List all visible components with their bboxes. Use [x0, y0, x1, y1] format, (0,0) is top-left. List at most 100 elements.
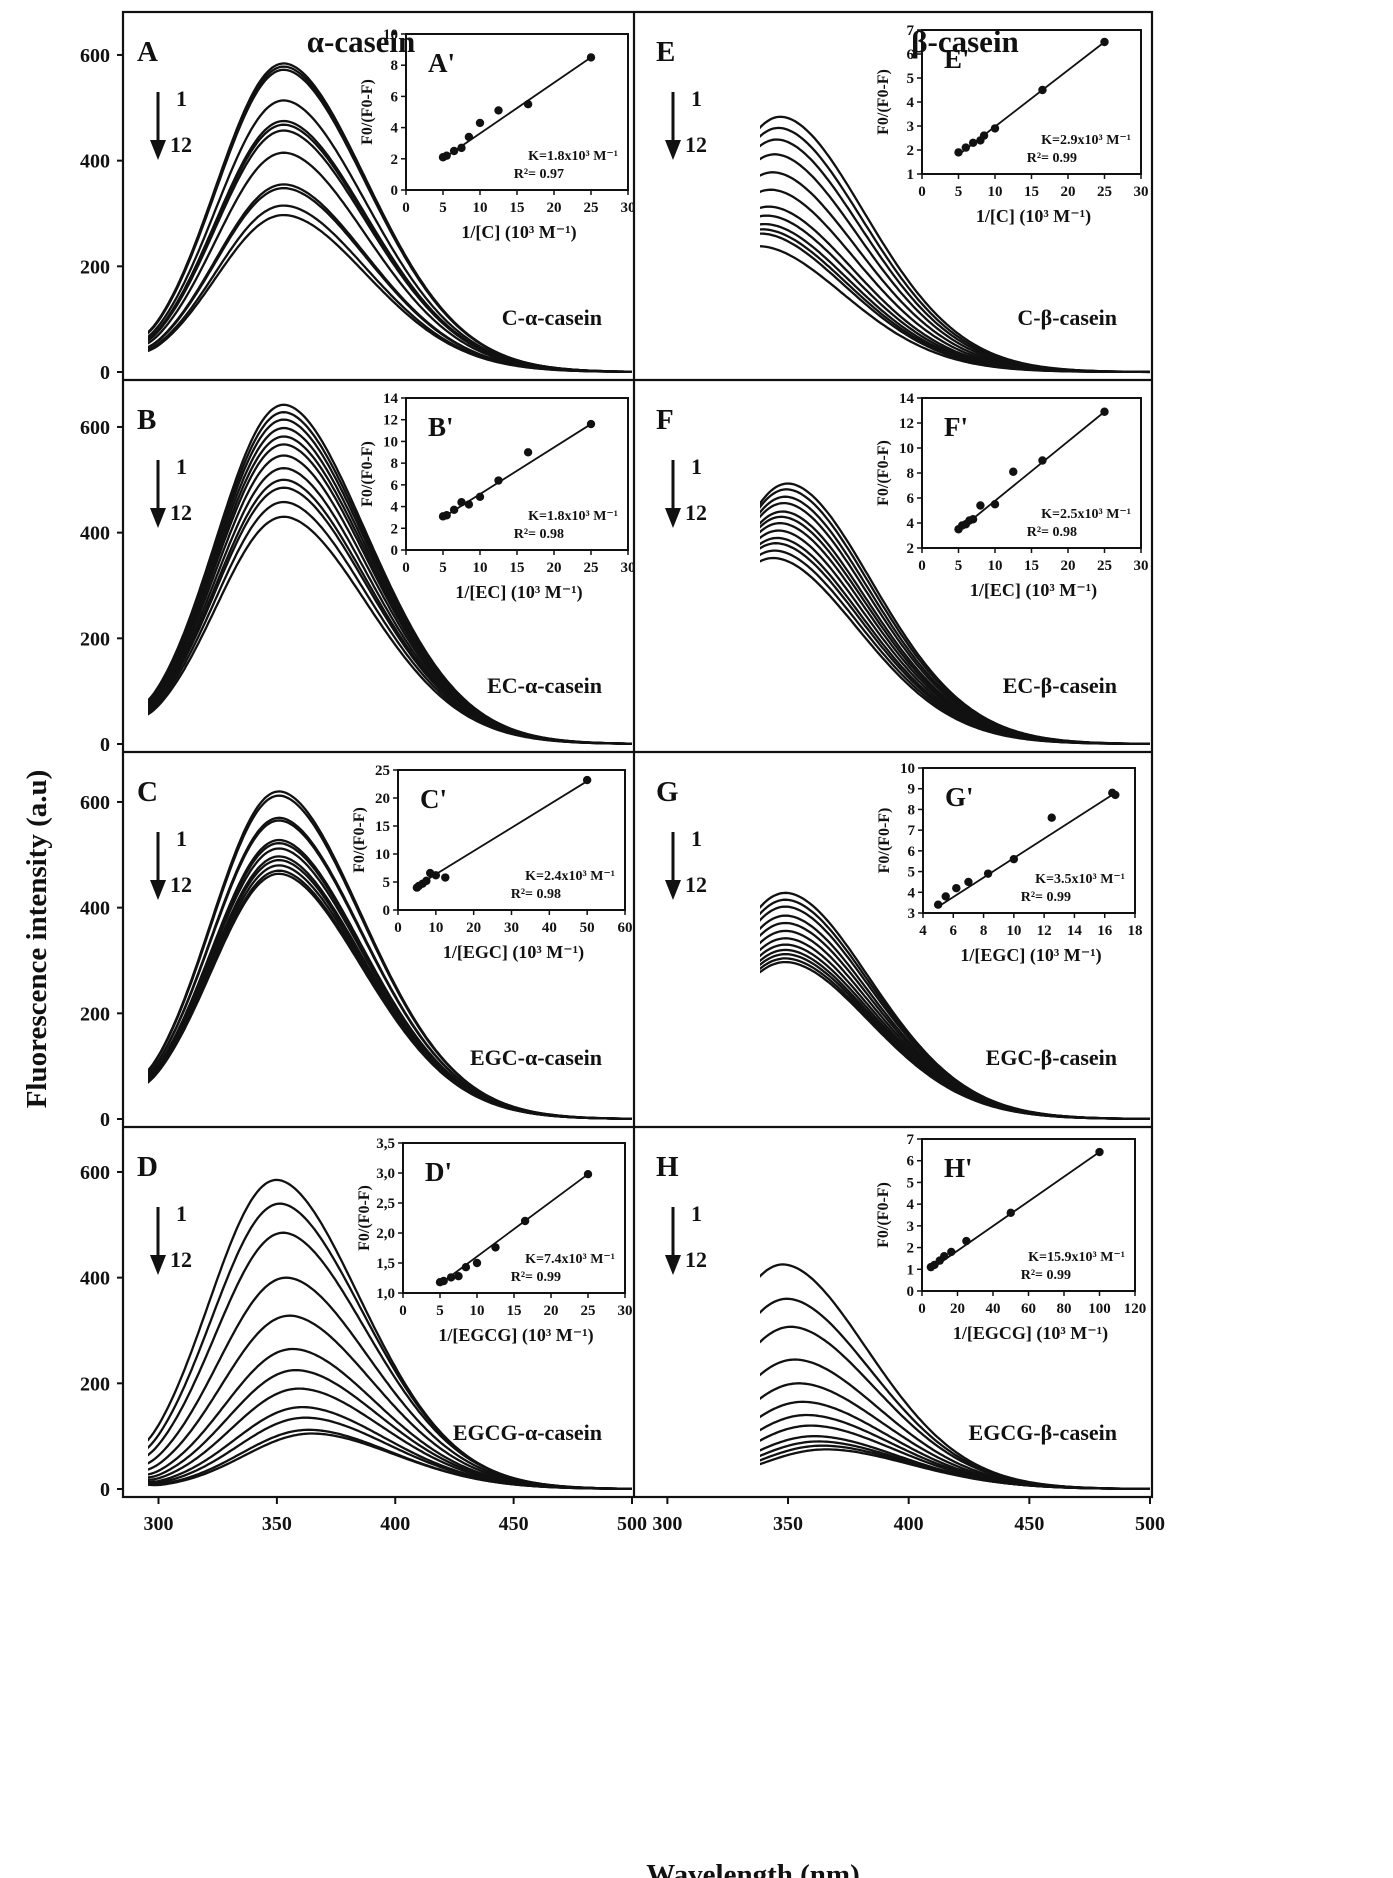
- panel-name-A: C-α-casein: [502, 305, 602, 330]
- inset-y-tick-label: 6: [907, 47, 915, 63]
- inset-y-tick-label: 5: [907, 71, 915, 87]
- inset-x-tick-label: 30: [504, 920, 519, 936]
- inset-x-tick-label: 4: [919, 923, 927, 939]
- inset-x-label: 1/[EGC] (10³ M⁻¹): [443, 942, 584, 963]
- panel-letter-E: E: [656, 36, 675, 68]
- spectrum-curve-5: [760, 171, 1150, 374]
- inset-y-tick-label: 10: [383, 27, 398, 43]
- binding-constant: K=2.5x10³ M⁻¹: [1041, 507, 1131, 522]
- inset-y-tick-label: 1,0: [376, 1286, 395, 1302]
- inset-x-tick-label: 20: [950, 1301, 965, 1317]
- inset-y-tick-label: 8: [391, 58, 399, 74]
- arrow-end-label: 12: [685, 1247, 707, 1272]
- spectrum-curve-12: [760, 960, 1150, 1121]
- data-point: [941, 892, 950, 901]
- x-tick-label: 400: [894, 1513, 924, 1535]
- inset-B': 0 2 4 6 8 10 12 14 0 5 10 15 20 25 30 B' K=1.8x10³ M⁻¹ R²…: [359, 391, 636, 603]
- fit-line: [957, 411, 1106, 532]
- inset-x-tick-label: 10: [428, 920, 443, 936]
- y-tick-label: 200: [80, 1003, 110, 1025]
- inset-y-tick-label: 4: [391, 500, 399, 516]
- inset-x-tick-label: 30: [621, 200, 636, 216]
- data-point: [1038, 85, 1047, 95]
- data-point: [1047, 813, 1056, 822]
- data-point: [464, 132, 474, 142]
- inset-x-tick-label: 80: [1057, 1301, 1072, 1317]
- data-point: [954, 148, 963, 157]
- inset-x-tick-label: 20: [1061, 184, 1076, 200]
- inset-frame: [397, 769, 626, 911]
- data-point: [441, 873, 450, 882]
- inset-y-tick-label: 2: [391, 521, 399, 537]
- arrow-start-label: 1: [176, 454, 187, 479]
- r-squared: R²= 0.97: [514, 167, 564, 182]
- r-squared: R²= 0.98: [1027, 525, 1077, 540]
- inset-y-label: F0/(F0-F): [875, 1182, 892, 1248]
- inset-x-tick-label: 15: [1024, 184, 1039, 200]
- inset-y-tick-label: 2,5: [376, 1196, 395, 1212]
- spectrum-curve-7: [760, 205, 1150, 374]
- inset-x-tick-label: 50: [580, 920, 595, 936]
- inset-x-tick-label: 10: [988, 558, 1003, 574]
- spectrum-curve-12: [148, 872, 632, 1120]
- inset-y-label: F0/(F0-F): [351, 807, 368, 873]
- arrow-head: [665, 1255, 681, 1275]
- data-point: [494, 106, 503, 115]
- binding-constant: K=1.8x10³ M⁻¹: [528, 149, 618, 164]
- inset-H': 0 1 2 3 4 5 6 7 0 20 40 60 80 100 120 H' K=15.9x10³ M⁻¹ R…: [875, 1132, 1146, 1344]
- arrow-end-label: 12: [170, 1247, 192, 1272]
- inset-y-tick-label: 0: [391, 543, 399, 559]
- binding-constant: K=15.9x10³ M⁻¹: [1028, 1250, 1125, 1265]
- r-squared: R²= 0.99: [1027, 151, 1077, 166]
- spectrum-curve-11: [760, 1444, 1150, 1491]
- panel-B: [148, 403, 633, 745]
- inset-x-tick-label: 0: [402, 560, 410, 576]
- data-point: [446, 1273, 456, 1282]
- x-tick-label: 500: [1135, 1513, 1165, 1535]
- data-point: [439, 1276, 448, 1286]
- inset-y-tick-label: 10: [900, 761, 915, 777]
- spectrum-curve-12: [760, 245, 1150, 374]
- data-point: [947, 1247, 956, 1257]
- inset-x-tick-label: 5: [955, 558, 963, 574]
- data-point: [586, 419, 596, 429]
- spectrum-curve-9: [760, 222, 1150, 374]
- fit-line: [930, 1151, 1101, 1271]
- r-squared: R²= 0.99: [1021, 1268, 1071, 1283]
- data-point: [472, 1258, 482, 1268]
- data-point: [964, 877, 973, 887]
- arrow-head: [665, 880, 681, 900]
- inset-x-tick-label: 10: [473, 560, 488, 576]
- panel-name-G: EGC-β-casein: [986, 1045, 1117, 1070]
- panel-name-F: EC-β-casein: [1003, 673, 1117, 698]
- inset-x-tick-label: 15: [507, 1303, 522, 1319]
- inset-frame: [921, 1138, 1136, 1292]
- data-point: [582, 775, 592, 785]
- column-title-beta: β-casein: [911, 24, 1019, 59]
- arrow-end-label: 12: [170, 132, 192, 157]
- arrow-head: [150, 1255, 166, 1275]
- inset-x-tick-label: 20: [466, 920, 481, 936]
- data-point: [475, 118, 485, 128]
- spectrum-curve-12: [760, 1448, 1150, 1491]
- y-tick-label: 600: [80, 792, 110, 814]
- inset-x-tick-label: 18: [1128, 923, 1143, 939]
- inset-letter: C': [420, 784, 447, 814]
- inset-letter: E': [944, 44, 970, 74]
- inset-x-tick-label: 5: [439, 560, 447, 576]
- inset-frame: [402, 1142, 626, 1294]
- inset-x-tick-label: 6: [950, 923, 958, 939]
- inset-y-tick-label: 10: [383, 434, 398, 450]
- inset-x-label: 1/[C] (10³ M⁻¹): [976, 206, 1091, 227]
- inset-letter: G': [945, 782, 974, 812]
- inset-y-tick-label: 7: [908, 823, 916, 839]
- data-point: [939, 1252, 949, 1261]
- inset-x-tick-label: 25: [1097, 184, 1112, 200]
- spectra-panels: A112C-α-caseinB112EC-α-caseinC112EGC-α-c…: [137, 36, 1151, 1491]
- inset-y-tick-label: 12: [899, 416, 914, 432]
- inset-y-tick-label: 6: [391, 89, 399, 105]
- panel-name-D: EGCG-α-casein: [453, 1420, 602, 1445]
- fit-line: [442, 56, 592, 160]
- data-point: [523, 448, 533, 457]
- inset-x-label: 1/[EGC] (10³ M⁻¹): [960, 945, 1101, 966]
